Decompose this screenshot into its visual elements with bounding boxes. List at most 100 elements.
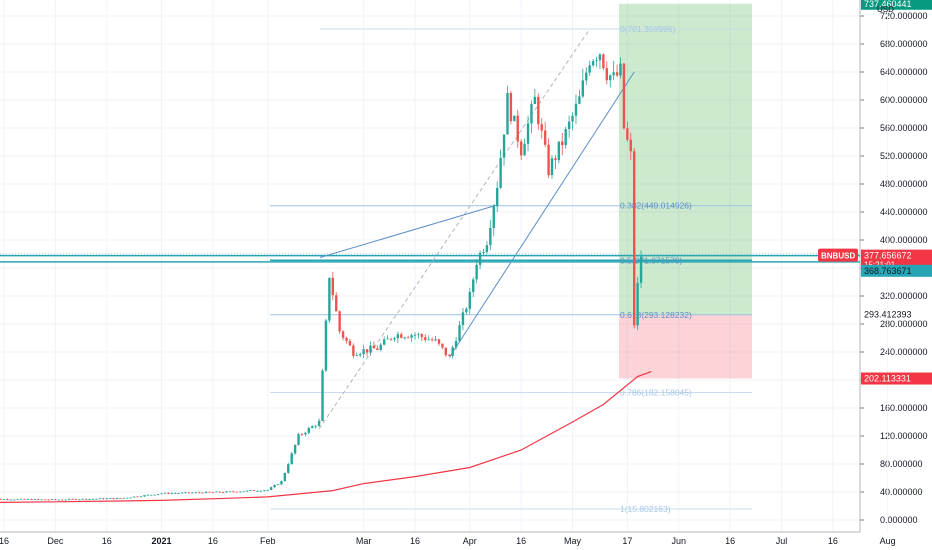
candle-body[interactable] xyxy=(47,499,50,501)
candle-body[interactable] xyxy=(0,498,2,500)
candle-body[interactable] xyxy=(2,499,6,500)
candle-body[interactable] xyxy=(430,339,434,341)
candle-body[interactable] xyxy=(335,295,338,312)
candle-body[interactable] xyxy=(372,345,376,349)
candle-body[interactable] xyxy=(458,325,461,342)
candle-body[interactable] xyxy=(167,492,170,494)
candle-body[interactable] xyxy=(571,115,574,122)
symbol-badge-bg[interactable] xyxy=(818,248,858,262)
candle-body[interactable] xyxy=(317,420,321,426)
candle-body[interactable] xyxy=(174,493,177,494)
candle-body[interactable] xyxy=(341,331,345,338)
candle-body[interactable] xyxy=(153,494,156,496)
candle-body[interactable] xyxy=(403,337,406,339)
candle-body[interactable] xyxy=(187,492,191,494)
candle-body[interactable] xyxy=(639,256,643,283)
candle-body[interactable] xyxy=(129,497,132,499)
candle-body[interactable] xyxy=(591,61,595,66)
candle-body[interactable] xyxy=(88,499,91,500)
candle-body[interactable] xyxy=(509,93,513,122)
candle-body[interactable] xyxy=(543,130,547,145)
candle-body[interactable] xyxy=(362,349,365,355)
candle-body[interactable] xyxy=(485,245,489,253)
candle-body[interactable] xyxy=(163,492,167,494)
candle-body[interactable] xyxy=(441,343,444,348)
candle-body[interactable] xyxy=(359,354,362,356)
trendline-lower[interactable] xyxy=(448,71,635,358)
candle-body[interactable] xyxy=(585,72,588,81)
candle-body[interactable] xyxy=(85,498,88,500)
candle-body[interactable] xyxy=(256,490,259,492)
candle-body[interactable] xyxy=(598,54,602,61)
candle-body[interactable] xyxy=(98,498,102,500)
candle-body[interactable] xyxy=(102,498,105,500)
candle-body[interactable] xyxy=(413,334,417,336)
candle-body[interactable] xyxy=(448,355,451,356)
candle-body[interactable] xyxy=(328,277,331,321)
candle-body[interactable] xyxy=(410,335,413,338)
candle-body[interactable] xyxy=(550,158,554,176)
candle-body[interactable] xyxy=(9,499,13,501)
candle-body[interactable] xyxy=(191,492,194,494)
candle-body[interactable] xyxy=(475,264,478,280)
candle-body[interactable] xyxy=(74,499,78,500)
candle-body[interactable] xyxy=(311,426,314,429)
candle-body[interactable] xyxy=(33,499,37,500)
candle-body[interactable] xyxy=(204,491,208,494)
candle-body[interactable] xyxy=(547,144,550,176)
candle-body[interactable] xyxy=(245,490,249,492)
candle-body[interactable] xyxy=(557,141,561,161)
candle-body[interactable] xyxy=(184,492,187,494)
candle-body[interactable] xyxy=(468,291,471,309)
candle-body[interactable] xyxy=(489,228,492,246)
candle-body[interactable] xyxy=(115,498,119,499)
candle-body[interactable] xyxy=(40,499,43,501)
candle-body[interactable] xyxy=(61,499,64,501)
candle-body[interactable] xyxy=(496,187,499,207)
candle-body[interactable] xyxy=(64,499,67,501)
candle-body[interactable] xyxy=(297,434,300,445)
candle-body[interactable] xyxy=(530,104,533,124)
candle-body[interactable] xyxy=(108,498,112,499)
candle-body[interactable] xyxy=(160,493,163,495)
candle-body[interactable] xyxy=(588,65,591,73)
candle-body[interactable] xyxy=(619,63,622,76)
candle-body[interactable] xyxy=(150,494,153,496)
candle-body[interactable] xyxy=(331,277,334,296)
candle-body[interactable] xyxy=(472,279,475,292)
candle-body[interactable] xyxy=(218,491,221,493)
candle-body[interactable] xyxy=(612,72,615,76)
candle-body[interactable] xyxy=(143,495,146,497)
candle-body[interactable] xyxy=(615,72,619,76)
candle-body[interactable] xyxy=(232,491,235,493)
candle-body[interactable] xyxy=(105,498,108,500)
candle-body[interactable] xyxy=(417,334,420,336)
candle-body[interactable] xyxy=(228,491,232,493)
candle-body[interactable] xyxy=(78,499,81,501)
candle-body[interactable] xyxy=(352,345,355,356)
candle-body[interactable] xyxy=(602,54,605,69)
candle-body[interactable] xyxy=(482,252,485,253)
candle-body[interactable] xyxy=(287,464,290,473)
candle-body[interactable] xyxy=(389,338,393,340)
candle-body[interactable] xyxy=(119,498,122,499)
candle-body[interactable] xyxy=(81,498,84,500)
candle-body[interactable] xyxy=(13,499,16,501)
candle-body[interactable] xyxy=(338,311,341,332)
candle-body[interactable] xyxy=(365,349,369,353)
candle-body[interactable] xyxy=(276,484,280,486)
candle-body[interactable] xyxy=(54,499,57,500)
candle-body[interactable] xyxy=(263,490,266,492)
candle-body[interactable] xyxy=(177,493,180,494)
candle-body[interactable] xyxy=(478,252,482,265)
candle-body[interactable] xyxy=(239,491,242,493)
candle-body[interactable] xyxy=(304,432,307,435)
candle-body[interactable] xyxy=(574,103,578,116)
candle-body[interactable] xyxy=(252,490,256,492)
candle-body[interactable] xyxy=(427,339,430,341)
candle-body[interactable] xyxy=(519,141,523,156)
candle-body[interactable] xyxy=(95,498,98,500)
candle-body[interactable] xyxy=(30,499,33,500)
candle-body[interactable] xyxy=(564,129,567,146)
candle-body[interactable] xyxy=(345,337,348,341)
